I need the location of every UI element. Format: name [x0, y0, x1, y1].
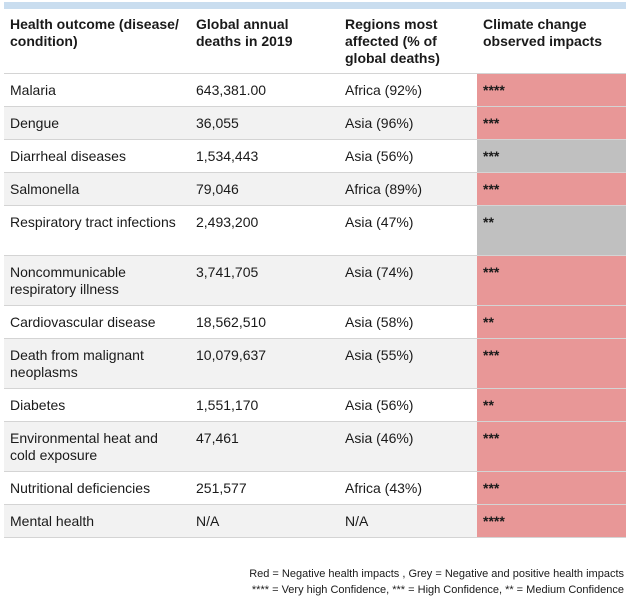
cell-deaths: 1,534,443 — [190, 139, 339, 173]
table-row: Noncommunicable respiratory illness 3,74… — [4, 255, 626, 306]
cell-region: Asia (46%) — [339, 421, 477, 472]
cell-deaths: 251,577 — [190, 471, 339, 505]
cell-deaths: 10,079,637 — [190, 338, 339, 389]
cell-region: N/A — [339, 504, 477, 538]
table-top-bar — [4, 2, 626, 9]
table-row: Diarrheal diseases 1,534,443 Asia (56%) … — [4, 139, 626, 173]
cell-impact: *** — [477, 172, 626, 206]
cell-region: Asia (56%) — [339, 388, 477, 422]
cell-impact: *** — [477, 471, 626, 505]
table-row: Salmonella 79,046 Africa (89%) *** — [4, 172, 626, 206]
cell-impact: **** — [477, 504, 626, 538]
cell-outcome: Death from malignant neoplasms — [4, 338, 190, 389]
cell-region: Africa (92%) — [339, 73, 477, 107]
cell-region: Asia (55%) — [339, 338, 477, 389]
cell-outcome: Diarrheal diseases — [4, 139, 190, 173]
cell-region: Asia (47%) — [339, 205, 477, 256]
cell-outcome: Respiratory tract infections — [4, 205, 190, 256]
cell-region: Asia (56%) — [339, 139, 477, 173]
cell-region: Africa (43%) — [339, 471, 477, 505]
table-row: Diabetes 1,551,170 Asia (56%) ** — [4, 388, 626, 422]
header-health-outcome: Health outcome (disease/ condition) — [4, 9, 190, 74]
cell-region: Africa (89%) — [339, 172, 477, 206]
cell-outcome: Dengue — [4, 106, 190, 140]
cell-region: Asia (58%) — [339, 305, 477, 339]
cell-outcome: Nutritional deficiencies — [4, 471, 190, 505]
cell-outcome: Malaria — [4, 73, 190, 107]
cell-impact: ** — [477, 388, 626, 422]
cell-impact: ** — [477, 305, 626, 339]
table-row: Mental health N/A N/A **** — [4, 504, 626, 538]
header-regions-affected: Regions most affected (% of global death… — [339, 9, 477, 74]
cell-impact: *** — [477, 106, 626, 140]
cell-region: Asia (74%) — [339, 255, 477, 306]
table-row: Cardiovascular disease 18,562,510 Asia (… — [4, 305, 626, 339]
cell-deaths: 3,741,705 — [190, 255, 339, 306]
cell-outcome: Mental health — [4, 504, 190, 538]
cell-impact: *** — [477, 338, 626, 389]
header-climate-impacts: Climate change observed impacts — [477, 9, 626, 74]
table-row: Dengue 36,055 Asia (96%) *** — [4, 106, 626, 140]
cell-outcome: Salmonella — [4, 172, 190, 206]
cell-deaths: 2,493,200 — [190, 205, 339, 256]
cell-deaths: 79,046 — [190, 172, 339, 206]
cell-outcome: Diabetes — [4, 388, 190, 422]
footnote-confidence-legend: **** = Very high Confidence, *** = High … — [251, 584, 624, 596]
cell-deaths: 47,461 — [190, 421, 339, 472]
table-row: Respiratory tract infections 2,493,200 A… — [4, 205, 626, 256]
table-header-row: Health outcome (disease/ condition) Glob… — [4, 9, 626, 74]
cell-impact: *** — [477, 139, 626, 173]
cell-deaths: 18,562,510 — [190, 305, 339, 339]
footnote-color-legend: Red = Negative health impacts , Grey = N… — [249, 568, 624, 580]
table-row: Death from malignant neoplasms 10,079,63… — [4, 338, 626, 389]
header-global-deaths: Global annual deaths in 2019 — [190, 9, 339, 74]
cell-outcome: Environmental heat and cold exposure — [4, 421, 190, 472]
table-row: Environmental heat and cold exposure 47,… — [4, 421, 626, 472]
cell-impact: **** — [477, 73, 626, 107]
cell-outcome: Cardiovascular disease — [4, 305, 190, 339]
cell-deaths: N/A — [190, 504, 339, 538]
cell-deaths: 1,551,170 — [190, 388, 339, 422]
table-row: Nutritional deficiencies 251,577 Africa … — [4, 471, 626, 505]
cell-impact: *** — [477, 255, 626, 306]
cell-region: Asia (96%) — [339, 106, 477, 140]
cell-impact: *** — [477, 421, 626, 472]
table-row: Malaria 643,381.00 Africa (92%) **** — [4, 73, 626, 107]
cell-outcome: Noncommunicable respiratory illness — [4, 255, 190, 306]
cell-deaths: 643,381.00 — [190, 73, 339, 107]
cell-impact: ** — [477, 205, 626, 256]
health-outcomes-table: Health outcome (disease/ condition) Glob… — [4, 9, 626, 538]
cell-deaths: 36,055 — [190, 106, 339, 140]
